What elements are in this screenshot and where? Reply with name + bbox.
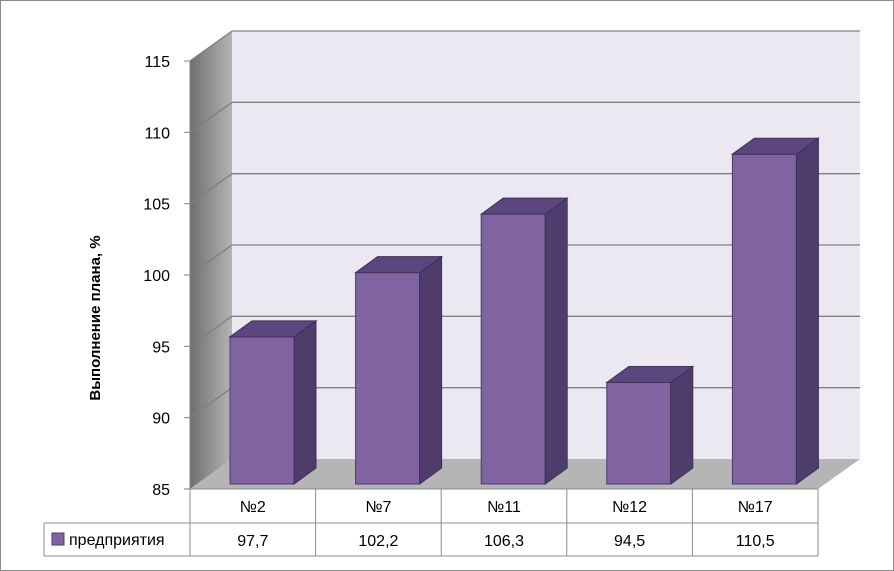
gridline-side bbox=[189, 315, 233, 347]
y-tick-label: 95 bbox=[152, 339, 170, 356]
bar-front bbox=[355, 272, 421, 485]
category-label: №2 bbox=[240, 499, 266, 516]
y-tick-label: 105 bbox=[143, 197, 170, 214]
bar-side bbox=[293, 319, 317, 485]
category-label: №7 bbox=[365, 499, 391, 516]
y-tick-label: 110 bbox=[144, 125, 170, 142]
bar-top bbox=[354, 256, 444, 274]
data-value-label: 94,5 bbox=[614, 533, 645, 550]
bar-front bbox=[606, 381, 672, 485]
gridline-side bbox=[189, 387, 233, 419]
data-value-label: 102,2 bbox=[358, 533, 398, 550]
gridline-side bbox=[189, 244, 233, 276]
bar bbox=[354, 255, 444, 485]
bar-top bbox=[479, 197, 569, 215]
bar-side bbox=[795, 137, 819, 485]
bar-front bbox=[480, 213, 546, 485]
gridline-side bbox=[189, 173, 233, 205]
bar bbox=[730, 137, 820, 485]
category-label: №12 bbox=[612, 499, 647, 516]
category-label: №17 bbox=[738, 499, 773, 516]
y-tick-label: 90 bbox=[152, 411, 170, 428]
y-tick-label: 100 bbox=[143, 268, 170, 285]
bar-top bbox=[228, 320, 318, 338]
bar-side bbox=[670, 365, 694, 485]
series-name: предприятия bbox=[69, 532, 165, 549]
bar-front bbox=[229, 336, 295, 485]
bar bbox=[605, 365, 695, 485]
data-value-label: 106,3 bbox=[484, 533, 524, 550]
bar-front bbox=[731, 153, 797, 485]
gridline-side bbox=[189, 101, 233, 133]
data-value-label: 97,7 bbox=[237, 533, 268, 550]
bar-side bbox=[419, 255, 443, 485]
bar-side bbox=[544, 197, 568, 485]
y-axis-title: Выполнение плана, % bbox=[87, 235, 104, 400]
y-tick-label: 115 bbox=[144, 54, 170, 71]
bar bbox=[479, 197, 569, 485]
category-label: №11 bbox=[487, 499, 521, 516]
legend-key bbox=[51, 532, 65, 546]
bar-top bbox=[605, 365, 695, 383]
y-tick-label: 85 bbox=[152, 482, 170, 499]
gridline-side bbox=[189, 30, 233, 62]
bar bbox=[228, 319, 318, 485]
data-value-label: 110,5 bbox=[736, 533, 775, 550]
bar-top bbox=[730, 137, 820, 155]
